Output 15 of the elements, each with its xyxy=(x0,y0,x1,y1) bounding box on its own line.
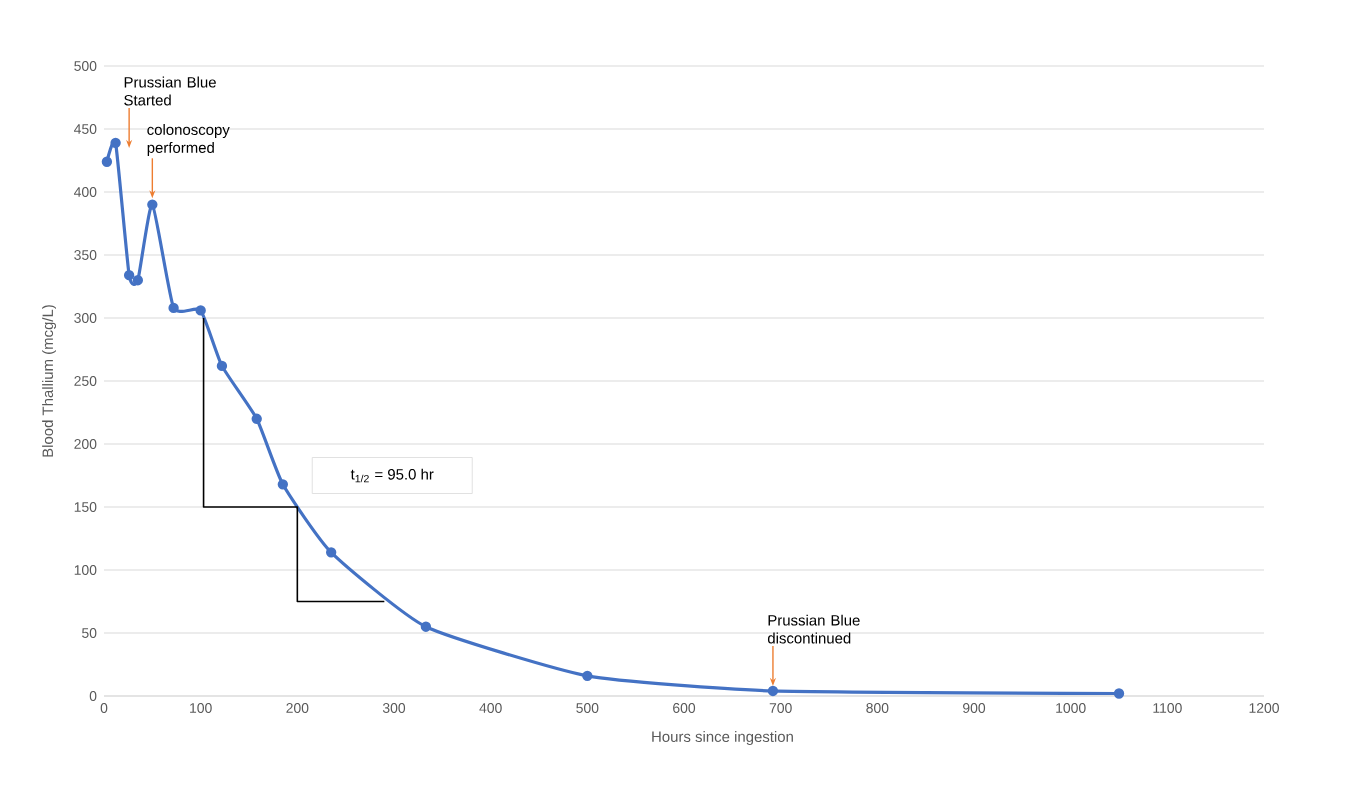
point xyxy=(195,305,206,316)
point xyxy=(147,199,158,210)
point xyxy=(132,275,144,286)
point xyxy=(277,479,289,490)
point xyxy=(101,156,113,167)
point xyxy=(1113,688,1125,699)
point xyxy=(420,621,432,632)
point xyxy=(216,360,228,372)
point xyxy=(168,302,179,314)
point xyxy=(325,547,337,558)
point xyxy=(582,670,593,682)
point xyxy=(110,137,121,149)
point xyxy=(251,413,262,424)
point xyxy=(767,685,779,697)
point xyxy=(123,269,135,281)
